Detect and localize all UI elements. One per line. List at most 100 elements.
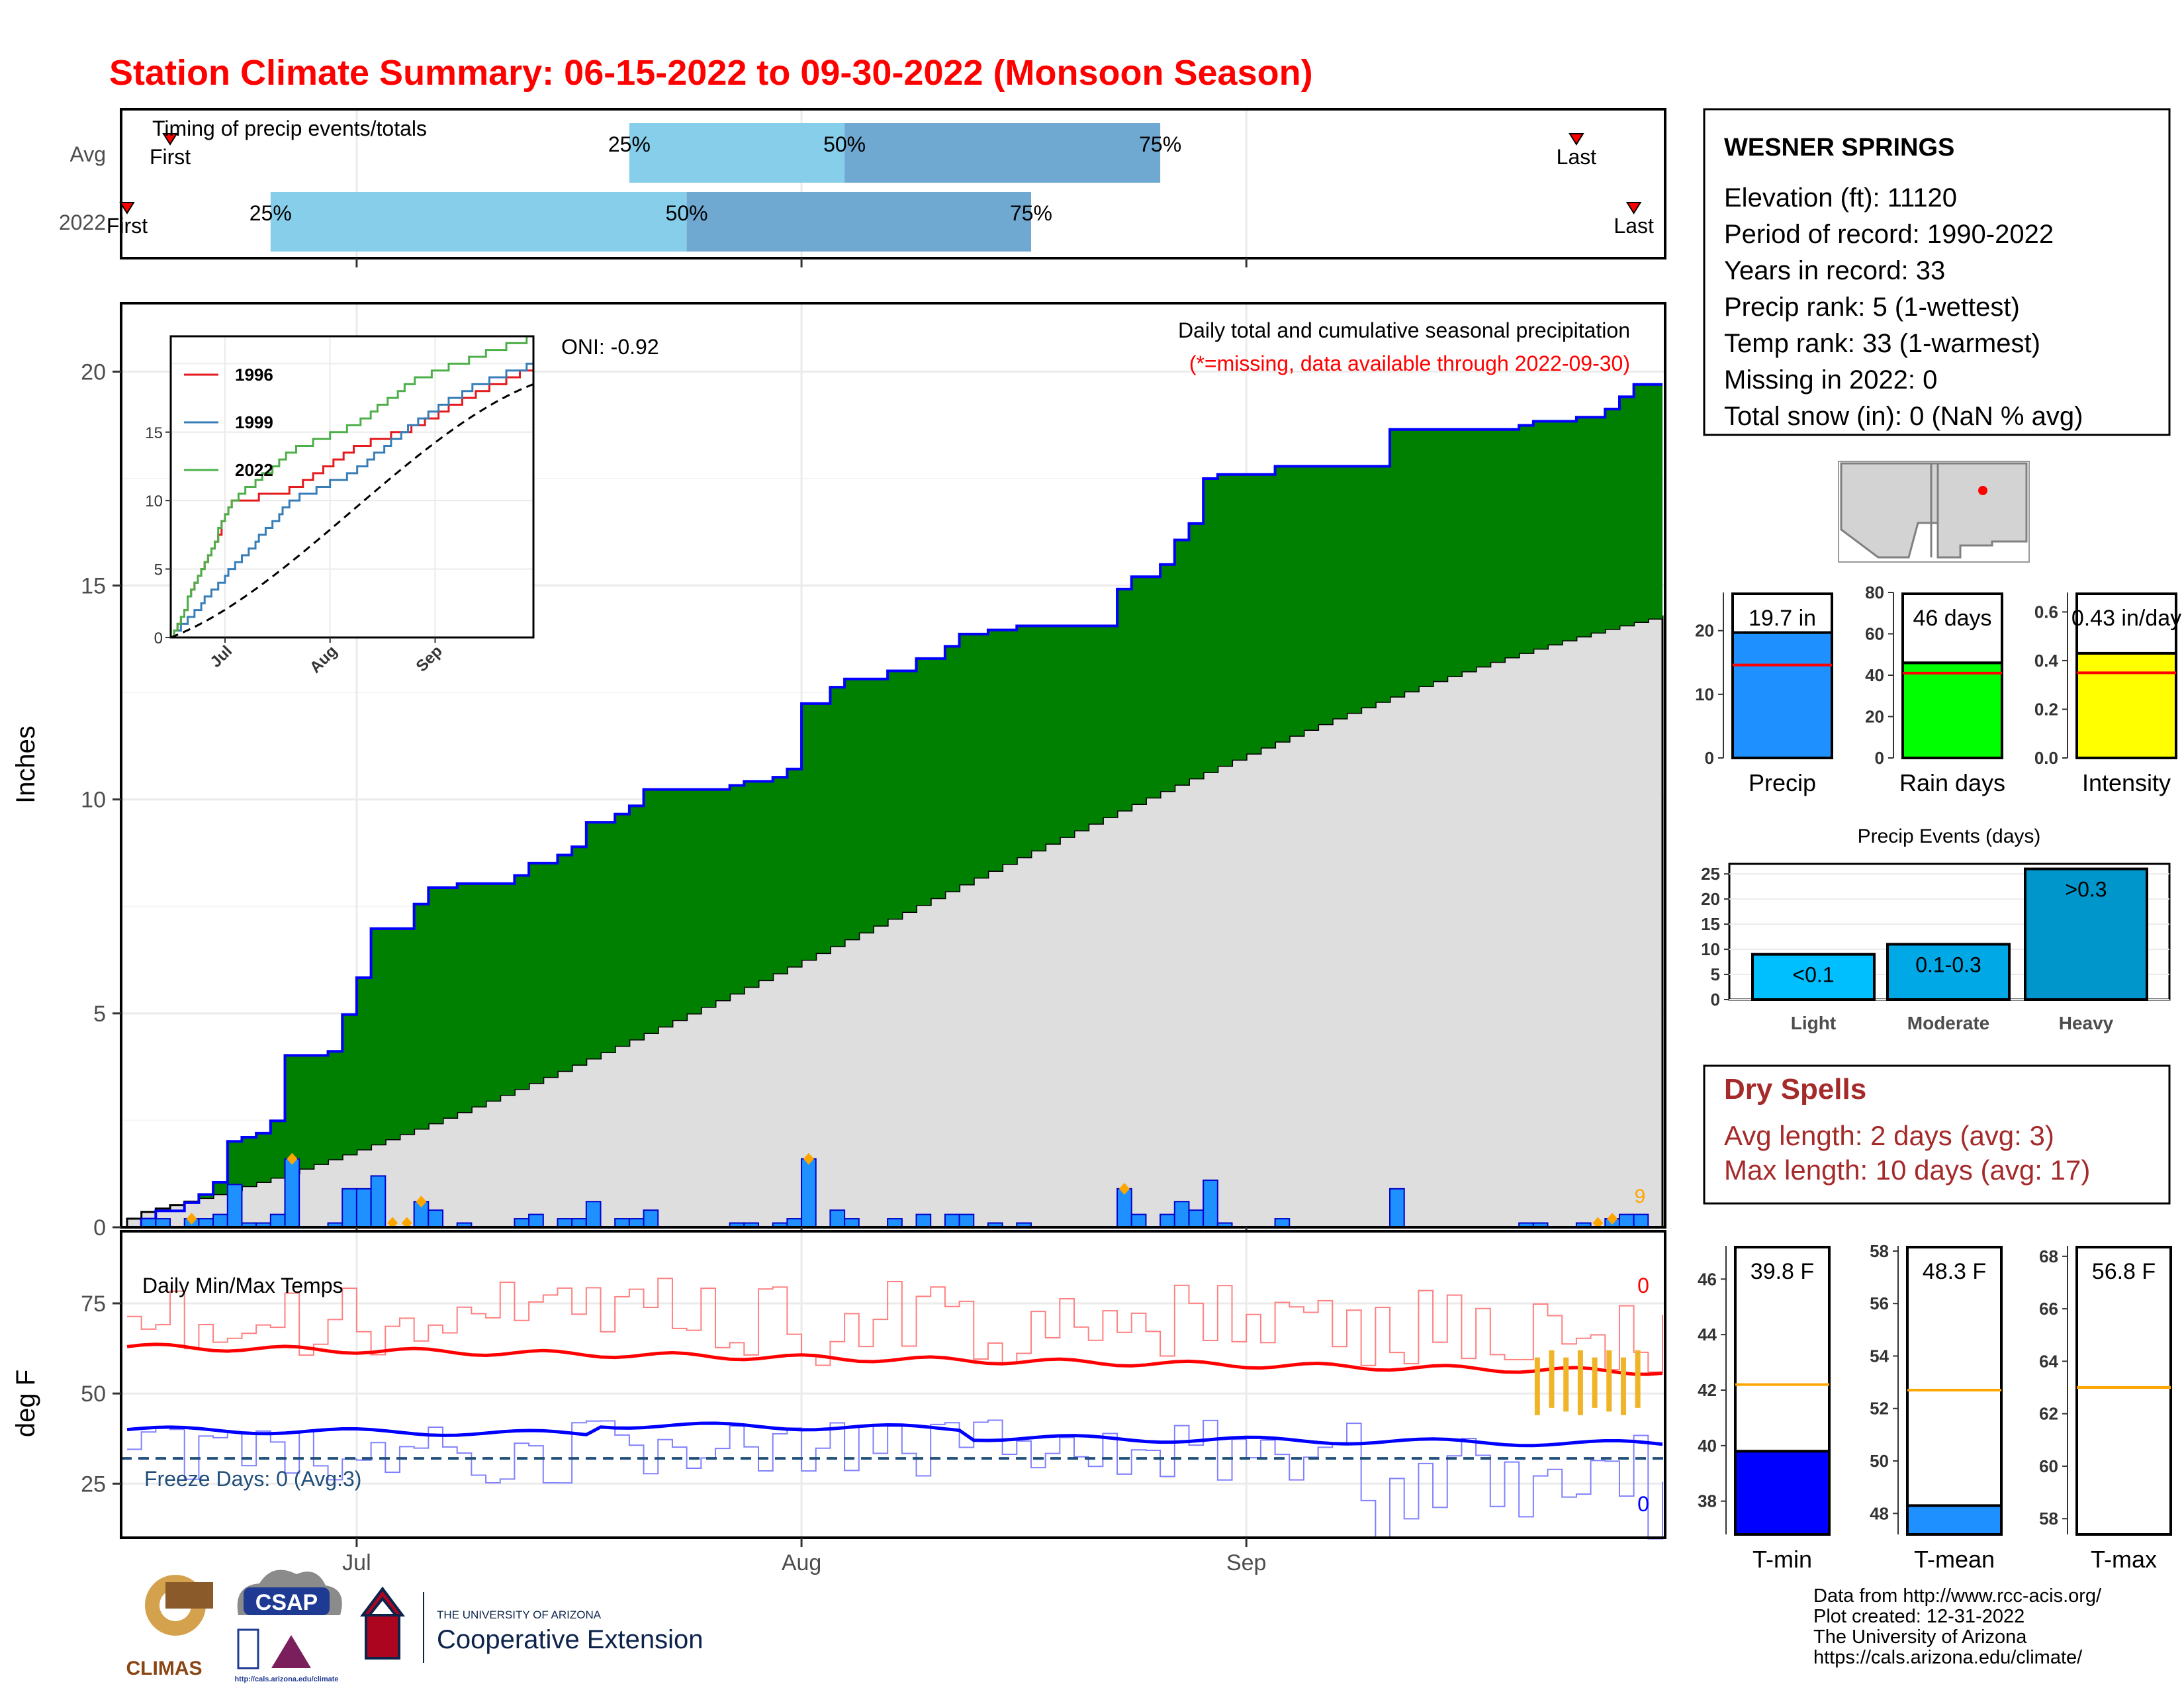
stats-y-tick-label: 0.0	[2034, 748, 2058, 768]
temps-panel-bg	[121, 1231, 1665, 1538]
temp-y-tick-label: 56	[1870, 1293, 1889, 1313]
temp-name-label: T-min	[1752, 1546, 1812, 1573]
precip-y-axis: 0 5 10 15 20	[81, 359, 1248, 1241]
temp-y-tick-label: 50	[1870, 1451, 1889, 1471]
timing-pct-label: 75%	[1010, 201, 1052, 225]
stats-value-label: 19.7 in	[1749, 606, 1816, 631]
freeze-days-label: Freeze Days: 0 (Avg:3)	[144, 1467, 361, 1491]
stats-y-tick-label: 20	[1695, 621, 1714, 641]
temps-gridlines	[121, 1233, 1665, 1536]
stats-name-label: Intensity	[2082, 769, 2171, 796]
temp-value-label: 48.3 F	[1923, 1259, 1986, 1284]
missing-marker	[1607, 1213, 1618, 1225]
events-category-label: Heavy	[2059, 1013, 2114, 1033]
temps-y-axis: 25 50 75	[81, 1291, 121, 1497]
events-y-tick-label: 5	[1711, 964, 1720, 984]
stats-y-tick-label: 0	[1705, 748, 1714, 768]
daily-precip-bar	[1633, 1213, 1649, 1228]
temp-bar	[1734, 1450, 1831, 1536]
logos: CLIMAS CSAP http://cals.arizona.edu/clim…	[126, 1570, 703, 1683]
temps-label: Daily Min/Max Temps	[142, 1274, 343, 1297]
stats-y-tick-label: 0.2	[2034, 699, 2058, 719]
station-detail-line: Elevation (ft): 11120	[1724, 183, 1957, 212]
daily-precip-bar	[1160, 1213, 1175, 1228]
timing-bar-q2	[270, 192, 687, 252]
max-missing-count: 0	[1637, 1274, 1649, 1297]
inset-y-tick-label: 15	[145, 424, 163, 442]
stats-y-tick-label: 20	[1865, 707, 1884, 727]
events-bin-label: <0.1	[1792, 963, 1834, 987]
timing-first-label: First	[107, 214, 148, 238]
events-y-tick-label: 0	[1711, 990, 1720, 1009]
new-mexico-shape	[1936, 462, 2028, 559]
stats-y-tick-label: 0.6	[2034, 602, 2058, 622]
footer-line: Data from http://www.rcc-acis.org/	[1813, 1585, 2102, 1607]
timing-last-label: Last	[1557, 145, 1597, 169]
dry-spells-avg: Avg length: 2 days (avg: 3)	[1724, 1120, 2054, 1151]
events-y-tick-label: 25	[1701, 864, 1720, 884]
temp-y-tick-label: 58	[1870, 1241, 1889, 1261]
temps-panel: 25 50 75 Daily Min/Max Temps 0 0 Freeze Da…	[11, 1230, 1666, 1575]
oni-label: ONI: -0.92	[561, 335, 659, 359]
timing-bar-q3	[686, 192, 1031, 252]
timing-panel: 25% 50% 75% First Last 25% 50% 75% First Last Tim…	[59, 108, 1666, 267]
dry-spells-title: Dry Spells	[1724, 1073, 1866, 1105]
stats-chart-raindays: 0 20 40 60 80 46 days Rain days	[1865, 583, 2005, 796]
footer-line: The University of Arizona	[1813, 1626, 2027, 1648]
stats-name-label: Rain days	[1899, 769, 2005, 796]
ua-logo-bottom: Cooperative Extension	[437, 1625, 703, 1654]
station-detail-line: Total snow (in): 0 (NaN % avg)	[1724, 402, 2083, 431]
daily-precip-bar	[528, 1213, 544, 1228]
dry-spells-frame	[1703, 1064, 2171, 1205]
min-missing-count: 0	[1637, 1492, 1649, 1516]
precip-panel: 0 5 10 15 20 Inches ONI: -0.92 Daily total a…	[11, 302, 1666, 1241]
daily-precip-bar	[269, 1213, 286, 1228]
daily-precip-bar	[212, 1213, 228, 1228]
inset-legend-label: 2022	[235, 460, 273, 480]
temp-chart-tmean: 48 50 52 54 56 58 48.3 F T-mean	[1870, 1241, 2003, 1573]
stats-value-label: 0.43 in/day	[2071, 606, 2181, 631]
temp-y-tick-label: 46	[1698, 1269, 1717, 1289]
avg-min-line	[126, 1421, 1663, 1448]
timing-pct-label: 25%	[608, 132, 651, 156]
stats-name-label: Precip	[1749, 769, 1816, 796]
stats-y-tick-label: 40	[1865, 665, 1884, 685]
inset-legend: 1996 1999 2022	[184, 365, 273, 480]
temps-y-tick-label: 25	[81, 1472, 106, 1497]
daily-precip-bar	[801, 1158, 817, 1229]
temp-chart-tmin: 38 40 42 44 46 39.8 F T-min	[1698, 1246, 1831, 1573]
inset-series-2022	[171, 335, 533, 639]
footer-credits: Data from http://www.rcc-acis.org/Plot c…	[1813, 1585, 2102, 1668]
daily-precip-bar	[370, 1175, 387, 1229]
timing-last-label: Last	[1614, 214, 1654, 238]
timing-pct-label: 25%	[250, 201, 292, 225]
missing-marker	[1118, 1182, 1130, 1195]
precip-events-chart: Precip Events (days) 0 5 10 15 20 25 <0.1 Light…	[1701, 825, 2171, 1033]
locator-map	[1838, 461, 2030, 563]
stats-chart-intensity: 0.0 0.2 0.4 0.6 0.43 in/day Intensity	[2034, 592, 2181, 796]
csap-url: http://cals.arizona.edu/climate	[234, 1675, 338, 1683]
ua-logo: THE UNIVERSITY OF ARIZONA Cooperative Ex…	[360, 1586, 703, 1663]
temp-y-tick-label: 40	[1698, 1436, 1717, 1456]
daily-precip-bar	[355, 1188, 372, 1229]
inset-y-tick-label: 10	[145, 492, 163, 510]
temp-y-tick-label: 54	[1870, 1346, 1889, 1366]
temp-label-box	[2075, 1246, 2172, 1536]
precip-y-tick-label: 0	[93, 1215, 106, 1241]
footer-line: https://cals.arizona.edu/climate/	[1813, 1647, 2083, 1668]
climas-logo-block	[165, 1582, 213, 1609]
temp-y-tick-label: 48	[1870, 1503, 1889, 1523]
daily-precip-bar	[1188, 1209, 1205, 1229]
csap-bars	[237, 1628, 259, 1669]
station-info-box: WESNER SPRINGS Elevation (ft): 11120 Peri…	[1703, 108, 2171, 436]
events-bar	[1751, 953, 1876, 1001]
timing-bar-q2	[629, 123, 845, 183]
station-detail-line: Period of record: 1990-2022	[1724, 220, 2054, 249]
station-details: Elevation (ft): 11120 Period of record: 1…	[1724, 183, 2083, 431]
csap-mountain	[271, 1635, 311, 1668]
timing-first-label: First	[150, 145, 191, 169]
events-bar	[2024, 867, 2148, 1002]
timing-label: Timing of precip events/totals	[152, 117, 427, 140]
season-stats-bars: 0 10 20 19.7 in Precip 0 20 40 60 80 46 days Rain d…	[1695, 583, 2181, 796]
dry-spells-box: Dry Spells Avg length: 2 days (avg: 3) M…	[1703, 1064, 2171, 1205]
